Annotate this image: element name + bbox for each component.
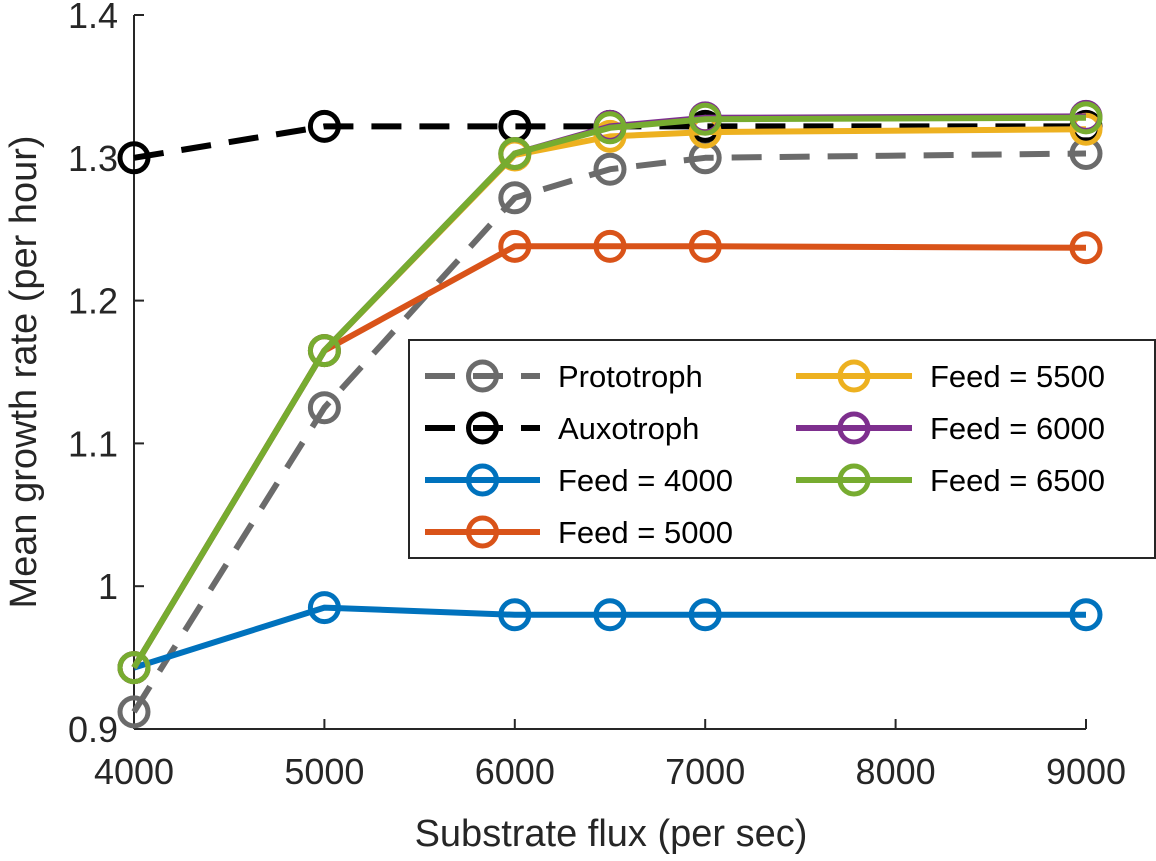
data-point — [1069, 101, 1103, 135]
data-point — [688, 229, 722, 263]
legend-marker — [466, 359, 499, 393]
legend-marker — [466, 411, 499, 445]
legend-item: Auxotroph — [425, 411, 699, 446]
legend-marker — [466, 515, 499, 549]
data-point — [307, 334, 341, 368]
y-axis-title: Mean growth rate (per hour) — [3, 135, 45, 608]
legend-item: Feed = 6000 — [796, 411, 1105, 446]
legend-item: Prototroph — [425, 359, 703, 394]
data-point — [117, 651, 151, 685]
data-point — [498, 137, 532, 171]
series-layer — [117, 99, 1103, 729]
legend-item: Feed = 6500 — [796, 463, 1105, 498]
legend-label: Feed = 6500 — [930, 463, 1105, 498]
data-point — [307, 391, 341, 425]
data-point — [117, 695, 151, 729]
data-point — [117, 141, 151, 175]
data-point — [1069, 598, 1103, 632]
x-tick-label: 6000 — [475, 751, 555, 792]
legend-item: Feed = 4000 — [425, 463, 733, 498]
data-point — [498, 229, 532, 263]
legend-label: Feed = 5500 — [930, 359, 1105, 394]
data-point — [593, 152, 627, 186]
series-feed-4000 — [117, 591, 1103, 685]
y-tick-label: 1.3 — [68, 138, 118, 179]
data-point — [593, 229, 627, 263]
legend-label: Feed = 4000 — [558, 463, 733, 498]
x-tick-label: 4000 — [94, 751, 174, 792]
legend-label: Feed = 6000 — [930, 411, 1105, 446]
x-tick-label: 9000 — [1046, 751, 1126, 792]
data-point — [307, 109, 341, 143]
data-point — [307, 591, 341, 625]
legend-marker — [837, 359, 871, 393]
data-point — [593, 111, 627, 145]
axes: 4000 5000 6000 7000 8000 9000 0.9 1 1.1 1.2 1.3 1.4 — [68, 0, 1126, 792]
legend-marker — [837, 411, 871, 445]
series-line — [131, 114, 1087, 670]
legend: Prototroph Auxotroph Feed = 4000 Feed = 500… — [408, 339, 1156, 559]
series-feed-6500 — [117, 101, 1103, 685]
x-tick-label: 5000 — [284, 751, 364, 792]
y-tick-label: 1.1 — [68, 423, 118, 464]
series-line — [133, 604, 1086, 671]
y-tick-label: 1 — [98, 566, 118, 607]
x-axis-title: Substrate flux (per sec) — [415, 813, 808, 855]
legend-label: Auxotroph — [558, 411, 699, 446]
data-point — [688, 102, 722, 136]
legend-marker — [837, 463, 871, 497]
x-tick-label: 8000 — [856, 751, 936, 792]
data-point — [1069, 231, 1103, 265]
series-line — [131, 150, 1087, 714]
legend-label: Prototroph — [558, 359, 703, 394]
data-point — [498, 598, 532, 632]
legend-item: Feed = 5000 — [425, 515, 733, 550]
legend-item: Feed = 5500 — [796, 359, 1105, 394]
y-tick-label: 1.2 — [68, 281, 118, 322]
series-line — [133, 123, 1086, 161]
legend-label: Feed = 5000 — [558, 515, 733, 550]
y-tick-label: 1.4 — [68, 0, 118, 36]
data-point — [593, 598, 627, 632]
data-point — [498, 181, 532, 215]
data-point — [1069, 112, 1103, 146]
y-tick-label: 0.9 — [68, 709, 118, 750]
data-point — [688, 598, 722, 632]
legend-marker — [466, 463, 499, 497]
x-tick-label: 7000 — [665, 751, 745, 792]
